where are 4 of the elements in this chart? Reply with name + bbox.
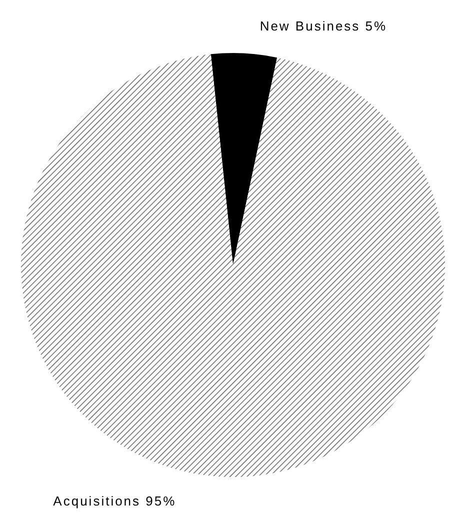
pie-slice xyxy=(21,54,445,478)
pie-slice xyxy=(210,53,278,266)
slice-label: Acquisitions 95% xyxy=(53,494,176,509)
slice-label: New Business 5% xyxy=(260,18,388,34)
